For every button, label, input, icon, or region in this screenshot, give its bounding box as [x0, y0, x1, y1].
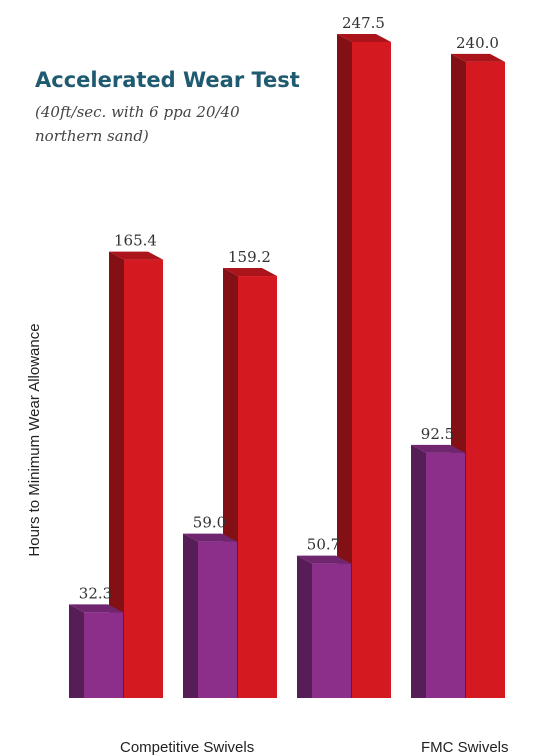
bar-face: [337, 34, 352, 698]
bar-face: [411, 444, 426, 698]
bar-face: [411, 444, 465, 453]
legend-label: FMC Swivels: [421, 739, 509, 755]
bar-face: [223, 268, 277, 277]
bar: [451, 53, 505, 699]
bar-face: [198, 541, 237, 698]
bar-face: [312, 563, 351, 698]
bar-face: [109, 251, 163, 260]
chart-subtitle: northern sand): [35, 127, 149, 145]
data-label: 159.2: [228, 248, 271, 266]
chart-subtitle: (40ft/sec. with 6 ppa 20/40: [35, 103, 240, 121]
bar: [223, 268, 277, 698]
bar-face: [352, 42, 391, 698]
bar-face: [124, 259, 163, 698]
bar-face: [238, 276, 277, 698]
bar-face: [451, 53, 505, 62]
bar-face: [297, 555, 312, 698]
data-label: 240.0: [456, 34, 499, 52]
bar-face: [297, 555, 351, 564]
chart-title: Accelerated Wear Test: [35, 68, 300, 92]
data-label: 247.5: [342, 14, 385, 32]
data-label: 92.5: [421, 425, 454, 443]
bar-face: [183, 533, 198, 698]
bar: [69, 604, 123, 698]
bar-face: [426, 452, 465, 698]
data-label: 50.7: [307, 536, 340, 554]
bar-face: [337, 34, 391, 42]
data-label: 165.4: [114, 232, 157, 250]
data-label: 32.3: [79, 584, 112, 602]
bar: [411, 444, 465, 698]
bar-face: [466, 61, 505, 699]
bar: [183, 533, 237, 698]
legend-label: Competitive Swivels: [120, 739, 254, 755]
bar-face: [69, 604, 84, 698]
bar-face: [69, 604, 123, 613]
bar-face: [84, 612, 123, 698]
y-axis-label: Hours to Minimum Wear Allowance: [26, 323, 43, 556]
bar-face: [183, 533, 237, 542]
bar-face: [109, 251, 124, 699]
bar: [109, 251, 163, 699]
bar: [297, 555, 351, 698]
bar: [337, 34, 391, 698]
data-label: 59.0: [193, 514, 226, 532]
